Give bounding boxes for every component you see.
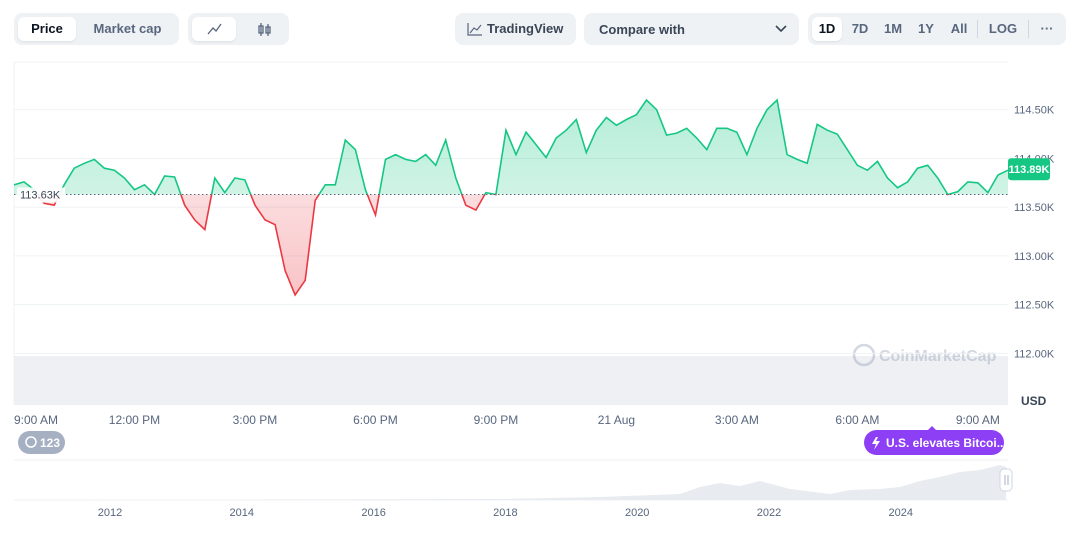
line-icon (207, 23, 222, 35)
navigator-year: 2016 (361, 507, 385, 519)
watermark: CoinMarketCap (852, 343, 997, 367)
navigator-year: 2012 (98, 507, 122, 519)
log-button[interactable]: LOG (988, 21, 1018, 36)
y-tick-label: 114.50K (1014, 105, 1055, 117)
x-tick-label: 9:00 AM (956, 413, 1000, 427)
range-button[interactable]: 1Y (918, 21, 934, 36)
divider (1028, 20, 1029, 38)
x-tick-label: 6:00 PM (353, 413, 398, 427)
navigator-year: 2024 (889, 507, 913, 519)
y-tick-label: 112.50K (1014, 300, 1055, 312)
current-price-label: 113.89K (1009, 164, 1050, 176)
x-tick-label: 9:00 PM (474, 413, 519, 427)
range-group: LOG ··· 1D 7D 1M 1Y All (808, 13, 1066, 45)
price-line-down (36, 194, 951, 297)
price-line-up (14, 98, 1009, 195)
y-tick-label: 113.50K (1014, 202, 1055, 214)
navigator-year: 2018 (493, 507, 517, 519)
navigator (14, 459, 1013, 501)
watermark-text: CoinMarketCap (879, 348, 997, 365)
x-tick-label: 3:00 PM (233, 413, 278, 427)
event-text: U.S. elevates Bitcoi... (886, 436, 1007, 450)
range-button[interactable]: All (950, 21, 968, 36)
event-badge[interactable]: U.S. elevates Bitcoi... (864, 426, 1007, 455)
candle-icon (258, 23, 271, 36)
compare-label: Compare with (599, 22, 685, 37)
alerts-count: 123 (40, 436, 60, 450)
tab-price[interactable]: Price (18, 17, 76, 41)
range-button[interactable]: 7D (851, 21, 869, 36)
navigator-year: 2022 (757, 507, 781, 519)
current-price-bg (1008, 158, 1050, 181)
tradingview-label: TradingView (487, 21, 564, 36)
area-up (14, 100, 1008, 195)
x-tick-label: 21 Aug (598, 413, 635, 427)
line-chart-button[interactable] (192, 17, 236, 41)
range-button[interactable]: 1M (883, 21, 903, 36)
navigator-year: 2020 (625, 507, 649, 519)
tradingview-button[interactable]: TradingView (455, 13, 576, 45)
candle-chart-button[interactable] (242, 17, 286, 41)
baseline-label-bg (17, 187, 65, 203)
range-button[interactable]: 1D (812, 17, 842, 41)
x-tick-label: 9:00 AM (14, 413, 58, 427)
more-button[interactable]: ··· (1040, 21, 1054, 36)
unit-label: USD (1021, 394, 1047, 408)
tab-market-cap[interactable]: Market cap (93, 21, 162, 36)
volume-band (14, 356, 1008, 405)
y-tick-label: 113.00K (1014, 251, 1055, 263)
chart-type-group (188, 13, 289, 45)
navigator-year: 2014 (230, 507, 254, 519)
alerts-badge[interactable]: 123 (18, 431, 65, 454)
x-tick-label: 12:00 PM (109, 413, 160, 427)
divider (977, 20, 978, 38)
tradingview-icon (467, 23, 482, 36)
area-down (14, 194, 1008, 295)
compare-dropdown[interactable]: Compare with (584, 13, 799, 45)
baseline-label: 113.63K (20, 190, 61, 202)
tab-group: Price Market cap (14, 13, 179, 45)
x-tick-label: 6:00 AM (835, 413, 879, 427)
y-tick-label: 112.00K (1014, 348, 1055, 360)
chevron (775, 25, 787, 33)
x-tick-label: 3:00 AM (715, 413, 759, 427)
y-tick-label: 114.00K (1014, 153, 1055, 165)
